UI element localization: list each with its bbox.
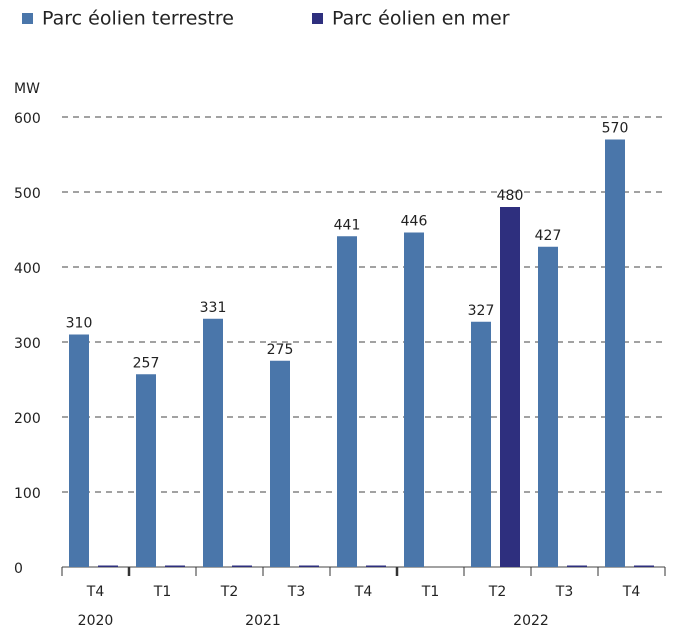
- x-tick-label: T2: [220, 584, 238, 600]
- legend-swatch: [22, 13, 33, 24]
- bar: [605, 139, 625, 567]
- y-tick-label: 0: [14, 561, 23, 577]
- year-label: 2021: [245, 613, 281, 629]
- legend: Parc éolien terrestre Parc éolien en mer: [22, 8, 510, 30]
- bar: [136, 374, 156, 567]
- year-label: 2020: [78, 613, 114, 629]
- x-tick-label: T4: [354, 584, 373, 600]
- value-label: 446: [401, 214, 428, 230]
- bar: [471, 321, 491, 567]
- value-label: 275: [267, 342, 294, 358]
- value-label: 480: [497, 188, 524, 204]
- bar: [203, 318, 223, 567]
- legend-label: Parc éolien en mer: [332, 8, 510, 30]
- bar: [69, 334, 89, 567]
- x-tick-label: T2: [488, 584, 506, 600]
- bar: [366, 565, 386, 567]
- bar: [538, 246, 558, 567]
- value-label: 570: [602, 121, 629, 137]
- x-tick-label: T1: [153, 584, 171, 600]
- x-tick-label: T1: [421, 584, 439, 600]
- bar: [232, 565, 252, 567]
- year-label: 2022: [513, 613, 549, 629]
- value-label: 441: [334, 217, 361, 233]
- bar: [500, 207, 520, 567]
- legend-swatch: [312, 13, 323, 24]
- bar: [337, 236, 357, 567]
- bar: [165, 565, 185, 567]
- y-tick-label: 300: [14, 336, 41, 352]
- bar: [299, 565, 319, 567]
- y-tick-label: 200: [14, 411, 41, 427]
- y-tick-label: 100: [14, 486, 41, 502]
- bar: [270, 360, 290, 567]
- value-label: 327: [468, 303, 495, 319]
- value-label: 310: [66, 316, 93, 332]
- value-label: 257: [133, 355, 160, 371]
- x-tick-label: T4: [86, 584, 105, 600]
- y-tick-label: 600: [14, 111, 41, 127]
- bar: [567, 565, 587, 567]
- bar: [404, 232, 424, 567]
- legend-label: Parc éolien terrestre: [42, 8, 234, 30]
- x-tick-label: T4: [622, 584, 641, 600]
- x-tick-label: T3: [555, 584, 573, 600]
- x-tick-label: T3: [287, 584, 305, 600]
- y-axis-label: MW: [14, 81, 40, 97]
- value-label: 427: [535, 228, 562, 244]
- value-label: 331: [200, 300, 227, 316]
- y-tick-label: 500: [14, 186, 41, 202]
- bar: [98, 565, 118, 567]
- y-tick-label: 400: [14, 261, 41, 277]
- bar: [634, 565, 654, 567]
